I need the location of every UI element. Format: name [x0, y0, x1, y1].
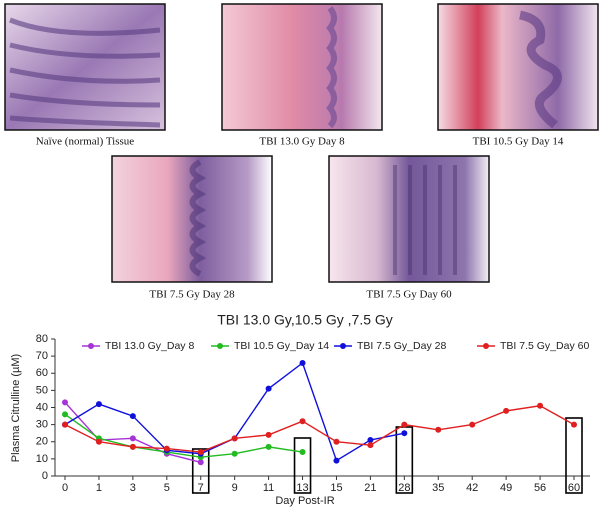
caption: TBI 7.5 Gy Day 60 [366, 289, 452, 301]
caption: TBI 10.5 Gy Day 14 [473, 136, 564, 148]
y-tick-label: 10 [36, 453, 48, 465]
data-point [129, 435, 136, 442]
image-day60 [328, 155, 490, 283]
x-tick-label: 42 [466, 482, 478, 494]
data-point [401, 430, 408, 437]
x-tick-label: 7 [198, 482, 204, 494]
legend-label: TBI 10.5 Gy_Day 14 [234, 340, 329, 352]
x-axis-label: Day Post-IR [275, 495, 334, 507]
data-point [333, 438, 340, 445]
data-point [197, 459, 204, 466]
x-tick-label: 56 [534, 482, 546, 494]
image-texture [393, 165, 457, 275]
histology-images [4, 3, 599, 283]
caption: TBI 13.0 Gy Day 8 [259, 136, 345, 148]
data-point [299, 359, 306, 366]
highlight-box [565, 417, 583, 494]
legend-label: TBI 13.0 Gy_Day 8 [105, 340, 194, 352]
data-point [469, 421, 476, 428]
y-tick-label: 70 [36, 350, 48, 362]
x-tick-label: 35 [432, 482, 444, 494]
data-point [62, 421, 68, 428]
series-line [64, 405, 575, 453]
data-point [62, 399, 68, 406]
data-point [62, 411, 68, 418]
x-tick-label: 15 [330, 482, 342, 494]
data-point [163, 445, 170, 452]
x-tick-label: 49 [500, 482, 512, 494]
series-line [64, 413, 303, 458]
data-point [95, 438, 102, 445]
data-point [299, 418, 306, 425]
image-naive [4, 3, 166, 131]
legend-marker [483, 343, 489, 349]
data-point [571, 421, 577, 428]
caption: Naïve (normal) Tissue [36, 136, 135, 148]
data-point [129, 413, 136, 420]
data-point [435, 426, 442, 433]
x-tick-label: 5 [164, 482, 170, 494]
data-point [537, 402, 544, 409]
y-axis-label: Plasma Citrulline (µM) [10, 354, 22, 462]
data-point [299, 449, 306, 456]
y-tick-label: 60 [36, 367, 48, 379]
x-tick-label: 1 [96, 482, 102, 494]
highlight-box [191, 448, 210, 494]
data-point [333, 457, 340, 464]
x-tick-label: 0 [62, 482, 68, 494]
data-point [367, 442, 374, 449]
x-tick-label: 9 [232, 482, 238, 494]
y-tick-label: 50 [36, 384, 48, 396]
y-tick-label: 40 [36, 401, 48, 413]
y-tick-label: 80 [36, 333, 48, 345]
x-tick-label: 11 [263, 482, 274, 494]
data-point [367, 437, 374, 444]
x-tick-label: 21 [364, 482, 376, 494]
legend-marker [340, 343, 346, 349]
x-tick-label: 28 [398, 482, 410, 494]
image-texture [518, 10, 562, 129]
y-tick-label: 30 [36, 419, 48, 431]
caption: TBI 7.5 Gy Day 28 [149, 289, 235, 301]
y-tick-label: 20 [36, 436, 48, 448]
image-texture [326, 6, 337, 129]
y-tick-label: 0 [42, 470, 48, 482]
legend-marker [217, 343, 223, 349]
x-tick-label: 60 [568, 482, 580, 494]
image-day14 [437, 3, 599, 131]
image-texture [9, 17, 161, 128]
chart-title: TBI 13.0 Gy,10.5 Gy ,7.5 Gy [217, 312, 393, 328]
data-point [197, 449, 204, 456]
data-point [401, 421, 408, 428]
highlight-box [293, 437, 312, 494]
data-point [265, 431, 272, 438]
data-point [129, 443, 136, 450]
series-line [64, 401, 201, 463]
data-point [503, 407, 510, 414]
data-point [265, 385, 272, 392]
data-point [95, 401, 102, 408]
legend-label: TBI 7.5 Gy_Day 28 [357, 340, 446, 352]
legend-marker [88, 343, 94, 349]
image-texture [189, 159, 207, 277]
data-point [265, 443, 272, 450]
data-point [231, 435, 238, 442]
x-tick-label: 3 [130, 482, 136, 494]
image-day8 [221, 3, 383, 131]
legend-label: TBI 7.5 Gy_Day 60 [500, 340, 589, 352]
series-line [64, 361, 405, 462]
data-point [231, 450, 238, 457]
x-tick-label: 13 [296, 482, 308, 494]
